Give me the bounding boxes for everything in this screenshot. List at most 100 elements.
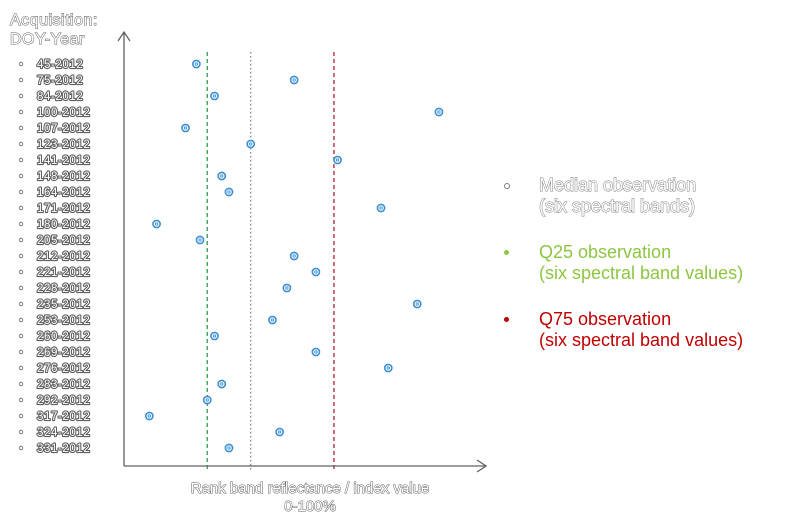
category-bullet [18, 109, 24, 115]
category-bullet [18, 93, 24, 99]
x-axis-arrow [476, 459, 488, 473]
legend-q25-line-2: (six spectral band values) [539, 263, 744, 283]
data-point [144, 411, 154, 421]
category-bullet [18, 397, 24, 403]
category-bullet [18, 429, 24, 435]
category-bullet [18, 301, 24, 307]
data-point [191, 59, 201, 69]
legend-q75-line-1: Q75 observation [539, 309, 672, 329]
category-label: 45-2012 [37, 59, 83, 71]
category-bullet [18, 269, 24, 275]
data-point [224, 443, 234, 453]
category-bullet [18, 221, 24, 227]
data-point [181, 123, 190, 133]
data-point [224, 187, 234, 197]
category-label: 283-2012 [37, 379, 90, 391]
category-bullet [18, 205, 24, 211]
legend-q75-line-2: (six spectral band values) [539, 330, 744, 350]
data-point [275, 427, 285, 437]
data-point [217, 379, 227, 389]
category-bullet [18, 157, 24, 163]
data-point [202, 395, 212, 405]
category-label: 75-2012 [37, 75, 83, 87]
category-label: 317-2012 [37, 411, 90, 423]
category-label: 100-2012 [37, 107, 90, 119]
category-label: 141-2012 [37, 155, 90, 167]
category-label: 269-2012 [37, 347, 90, 359]
data-points [144, 59, 444, 453]
legend: Median observation (six spectral bands) … [500, 175, 800, 376]
category-label: 253-2012 [37, 315, 90, 327]
category-label: 331-2012 [37, 443, 90, 455]
category-bullet [18, 333, 24, 339]
legend-q25-line-1: Q25 observation [539, 242, 672, 262]
category-label: 235-2012 [37, 299, 90, 311]
x-axis-title: Rank band reflectance / index value 0-10… [150, 480, 470, 516]
category-bullet [18, 253, 24, 259]
category-bullet [18, 189, 24, 195]
x-axis-title-line-1: Rank band reflectance / index value [190, 480, 430, 498]
category-label: 260-2012 [37, 331, 90, 343]
legend-item-median: Median observation (six spectral bands) [500, 175, 800, 217]
category-label: 171-2012 [37, 203, 90, 215]
x-axis-title-line-2: 0-100% [284, 498, 337, 516]
category-label: 276-2012 [37, 363, 90, 375]
axes [117, 30, 488, 473]
data-point [412, 299, 422, 309]
data-point [268, 315, 277, 325]
data-point [282, 283, 292, 293]
category-bullet [18, 141, 24, 147]
category-label: 228-2012 [37, 283, 90, 295]
category-bullet [18, 173, 24, 179]
category-bullet [18, 61, 24, 67]
y-axis-title-line-2: DOY-Year [10, 31, 85, 49]
legend-bullet-q75 [504, 317, 509, 322]
category-label: 221-2012 [37, 267, 90, 279]
category-label: 180-2012 [37, 219, 90, 231]
y-axis-title-line-1: Acquisition: [10, 12, 98, 30]
category-bullet [18, 317, 24, 323]
data-point [383, 363, 393, 373]
data-point [246, 139, 256, 149]
legend-median-line-1: Median observation [539, 175, 697, 196]
category-labels: 45-2012 75-2012 84-2012 100-2012 107-2012 123… [18, 58, 91, 456]
data-point [434, 107, 444, 117]
category-bullet [18, 349, 24, 355]
category-label: 292-2012 [37, 395, 90, 407]
category-bullet [18, 413, 24, 419]
category-label: 324-2012 [37, 427, 90, 439]
data-point [210, 331, 219, 341]
data-point [311, 347, 321, 357]
category-label: 123-2012 [37, 139, 90, 151]
category-bullet [18, 285, 24, 291]
legend-bullet-q25 [504, 250, 509, 255]
category-label: 164-2012 [37, 187, 90, 199]
data-point [376, 203, 386, 213]
category-bullet [18, 237, 24, 243]
reference-lines [206, 52, 335, 470]
data-point [311, 267, 321, 277]
y-axis-title: Acquisition: DOY-Year [10, 11, 98, 49]
data-point [195, 235, 205, 245]
legend-bullet-median [504, 183, 510, 189]
category-bullet [18, 125, 24, 131]
y-axis-arrow [117, 30, 131, 42]
category-label: 205-2012 [37, 235, 90, 247]
category-label: 148-2012 [37, 171, 90, 183]
category-bullet [18, 381, 24, 387]
legend-median-line-2: (six spectral bands) [539, 196, 696, 217]
legend-item-q75: Q75 observation (six spectral band value… [500, 309, 800, 351]
category-label: 107-2012 [37, 123, 90, 135]
data-point [289, 75, 299, 85]
data-point [152, 219, 161, 229]
data-point [217, 171, 227, 181]
category-bullet [18, 77, 24, 83]
category-label: 212-2012 [37, 251, 90, 263]
category-bullet [18, 445, 24, 451]
category-label: 84-2012 [37, 91, 83, 103]
data-point [210, 91, 219, 101]
legend-item-q25: Q25 observation (six spectral band value… [500, 242, 800, 284]
data-point [289, 251, 299, 261]
